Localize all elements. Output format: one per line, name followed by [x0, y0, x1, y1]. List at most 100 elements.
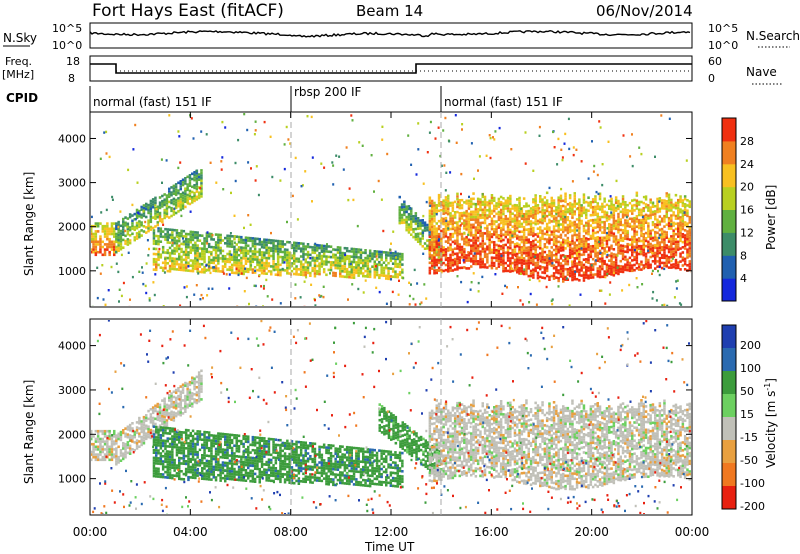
data-cell: [624, 227, 627, 230]
noise-cell: [520, 207, 523, 211]
data-cell: [145, 205, 148, 208]
data-cell: [157, 235, 160, 238]
data-cell: [428, 271, 432, 275]
data-cell: [380, 268, 383, 272]
data-cell: [463, 253, 466, 256]
data-cell: [442, 261, 445, 265]
data-cell: [688, 260, 691, 263]
data-cell: [172, 184, 176, 188]
data-cell: [400, 213, 404, 217]
data-cell: [543, 217, 547, 220]
data-cell: [660, 238, 664, 241]
data-cell: [108, 445, 111, 449]
data-cell: [637, 247, 641, 251]
data-cell: [651, 205, 655, 208]
noise-cell: [301, 184, 304, 187]
data-cell: [541, 232, 544, 235]
data-cell: [224, 242, 227, 245]
data-cell: [156, 215, 159, 219]
data-cell: [200, 182, 203, 185]
data-cell: [263, 251, 266, 254]
data-cell: [288, 259, 291, 262]
data-cell: [472, 197, 475, 201]
noise-cell: [154, 273, 157, 276]
data-cell: [449, 261, 452, 265]
data-cell: [168, 264, 172, 268]
data-cell: [580, 266, 583, 270]
noise-cell: [239, 249, 242, 252]
data-cell: [619, 220, 622, 224]
data-cell: [647, 227, 650, 231]
data-cell: [481, 211, 484, 214]
data-cell: [430, 217, 434, 221]
data-cell: [612, 209, 616, 212]
data-cell: [621, 247, 625, 250]
data-cell: [460, 250, 464, 254]
data-cell: [686, 232, 689, 236]
data-cell: [575, 270, 579, 273]
noise-cell: [118, 300, 120, 303]
noise-cell: [389, 248, 392, 251]
data-cell: [516, 226, 519, 230]
data-cell: [516, 211, 519, 214]
data-cell: [451, 235, 455, 238]
data-cell: [166, 241, 169, 244]
data-cell: [155, 252, 158, 256]
data-cell: [203, 255, 206, 258]
data-cell: [663, 204, 666, 208]
colorbar-tick: 16: [740, 204, 754, 217]
data-cell: [672, 213, 675, 217]
data-cell: [157, 227, 160, 230]
noise-cell: [548, 257, 551, 260]
data-cell: [106, 227, 109, 231]
data-cell: [463, 211, 466, 215]
data-cell: [460, 232, 464, 236]
data-cell: [543, 237, 547, 241]
data-cell: [647, 263, 650, 267]
data-cell: [126, 425, 130, 429]
data-cell: [276, 265, 280, 269]
data-cell: [506, 254, 510, 257]
data-cell: [224, 262, 227, 266]
data-cell: [472, 218, 475, 221]
data-cell: [559, 194, 563, 198]
data-cell: [210, 266, 213, 270]
data-cell: [194, 246, 197, 250]
data-cell: [421, 224, 424, 227]
data-cell: [633, 240, 636, 243]
data-cell: [224, 255, 227, 258]
data-cell: [601, 252, 604, 255]
y-tick-label: 3000: [58, 177, 86, 190]
data-cell: [198, 265, 202, 268]
data-cell: [628, 225, 632, 228]
data-cell: [286, 264, 289, 267]
data-cell: [617, 264, 620, 268]
data-cell: [316, 256, 319, 260]
data-cell: [286, 256, 289, 259]
noise-cell: [234, 161, 237, 165]
data-cell: [297, 273, 301, 276]
data-cell: [391, 252, 395, 255]
data-cell: [179, 193, 182, 196]
data-cell: [179, 406, 182, 409]
data-cell: [196, 267, 199, 271]
data-cell: [578, 211, 581, 214]
noise-cell: [370, 154, 373, 157]
data-cell: [447, 212, 450, 216]
data-cell: [106, 453, 109, 456]
data-cell: [163, 214, 166, 217]
data-cell: [221, 257, 225, 260]
data-cell: [479, 198, 482, 201]
data-cell: [149, 408, 153, 411]
data-cell: [394, 257, 397, 260]
data-cell: [481, 203, 484, 206]
data-cell: [483, 213, 487, 217]
data-cell: [555, 268, 558, 272]
data-cell: [113, 227, 116, 231]
data-cell: [316, 249, 319, 252]
data-cell: [306, 253, 310, 256]
data-cell: [281, 258, 284, 262]
data-cell: [149, 207, 153, 211]
data-cell: [493, 243, 496, 247]
data-cell: [458, 256, 461, 259]
